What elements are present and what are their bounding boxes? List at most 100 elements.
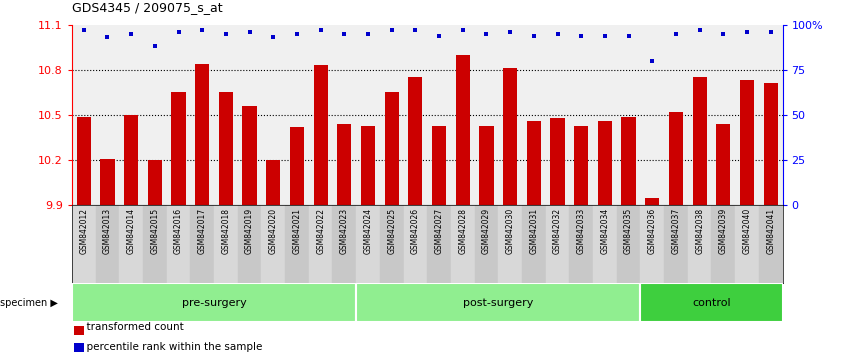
Bar (711, 205, 735, 283)
Point (195, 27, 209, 33)
Bar (380, 205, 404, 283)
Bar (266, 160, 280, 205)
Bar (409, 78, 422, 205)
Text: GSM842035: GSM842035 (624, 208, 633, 254)
Point (361, 31, 375, 37)
Bar (119, 205, 143, 283)
Text: GSM842037: GSM842037 (672, 208, 680, 254)
Bar (124, 115, 138, 205)
Bar (735, 205, 759, 283)
Bar (717, 124, 730, 205)
Text: GSM842012: GSM842012 (80, 208, 88, 254)
Bar (190, 205, 214, 283)
Bar (356, 205, 380, 283)
Text: GSM842014: GSM842014 (127, 208, 135, 254)
Bar (314, 65, 327, 205)
Point (338, 31, 351, 37)
Bar (332, 205, 356, 283)
Bar (574, 126, 588, 205)
Point (551, 31, 564, 37)
Text: GSM842038: GSM842038 (695, 208, 704, 254)
Text: GSM842026: GSM842026 (411, 208, 420, 254)
Text: GSM842019: GSM842019 (245, 208, 254, 254)
Bar (385, 92, 398, 205)
Bar (546, 205, 569, 283)
Text: GSM842029: GSM842029 (482, 208, 491, 254)
Point (480, 31, 493, 37)
Text: GSM842036: GSM842036 (648, 208, 656, 254)
Text: GSM842018: GSM842018 (222, 208, 230, 254)
Bar (238, 205, 261, 283)
Point (172, 29, 185, 35)
Bar (475, 205, 498, 283)
Text: GSM842016: GSM842016 (174, 208, 183, 254)
Bar (451, 205, 475, 283)
Point (622, 33, 635, 39)
Text: GSM842020: GSM842020 (269, 208, 277, 254)
Bar (72, 283, 356, 322)
Bar (172, 92, 185, 205)
Point (148, 44, 162, 49)
Point (385, 27, 398, 33)
Text: GSM842040: GSM842040 (743, 208, 751, 254)
Text: GSM842039: GSM842039 (719, 208, 728, 254)
Bar (77, 116, 91, 205)
Bar (404, 205, 427, 283)
Point (456, 27, 470, 33)
Bar (693, 78, 706, 205)
Text: GSM842034: GSM842034 (601, 208, 609, 254)
Text: GSM842028: GSM842028 (459, 208, 467, 254)
Bar (740, 80, 754, 205)
Point (503, 29, 517, 35)
Bar (290, 127, 304, 205)
Point (740, 29, 754, 35)
Bar (593, 205, 617, 283)
Point (101, 35, 114, 40)
Text: post-surgery: post-surgery (463, 298, 534, 308)
Bar (640, 205, 664, 283)
Point (243, 29, 256, 35)
Text: GSM842025: GSM842025 (387, 208, 396, 254)
Text: GSM842021: GSM842021 (293, 208, 301, 254)
Point (645, 58, 659, 64)
Bar (219, 92, 233, 205)
Text: control: control (692, 298, 731, 308)
Bar (759, 205, 783, 283)
Bar (195, 64, 209, 205)
Point (693, 27, 706, 33)
Bar (551, 118, 564, 205)
Point (574, 33, 588, 39)
Text: GDS4345 / 209075_s_at: GDS4345 / 209075_s_at (72, 1, 222, 14)
Text: GSM842017: GSM842017 (198, 208, 206, 254)
Bar (598, 121, 612, 205)
Text: GSM842032: GSM842032 (553, 208, 562, 254)
Bar (101, 159, 114, 205)
Point (219, 31, 233, 37)
Bar (427, 205, 451, 283)
Text: GSM842015: GSM842015 (151, 208, 159, 254)
Bar (96, 205, 119, 283)
Bar (503, 68, 517, 205)
Bar (669, 112, 683, 205)
Text: GSM842013: GSM842013 (103, 208, 112, 254)
Bar (645, 198, 659, 205)
Text: GSM842041: GSM842041 (766, 208, 775, 254)
Point (290, 31, 304, 37)
Bar (148, 160, 162, 205)
Bar (167, 205, 190, 283)
Bar (214, 205, 238, 283)
Text: GSM842022: GSM842022 (316, 208, 325, 254)
Bar (143, 205, 167, 283)
Bar (622, 116, 635, 205)
Bar (480, 126, 493, 205)
Text: GSM842033: GSM842033 (577, 208, 585, 254)
Bar (522, 205, 546, 283)
Bar (243, 106, 256, 205)
Bar (664, 205, 688, 283)
Bar (688, 205, 711, 283)
Bar (764, 84, 777, 205)
Point (124, 31, 138, 37)
Point (266, 35, 280, 40)
Bar (338, 124, 351, 205)
Point (764, 29, 777, 35)
